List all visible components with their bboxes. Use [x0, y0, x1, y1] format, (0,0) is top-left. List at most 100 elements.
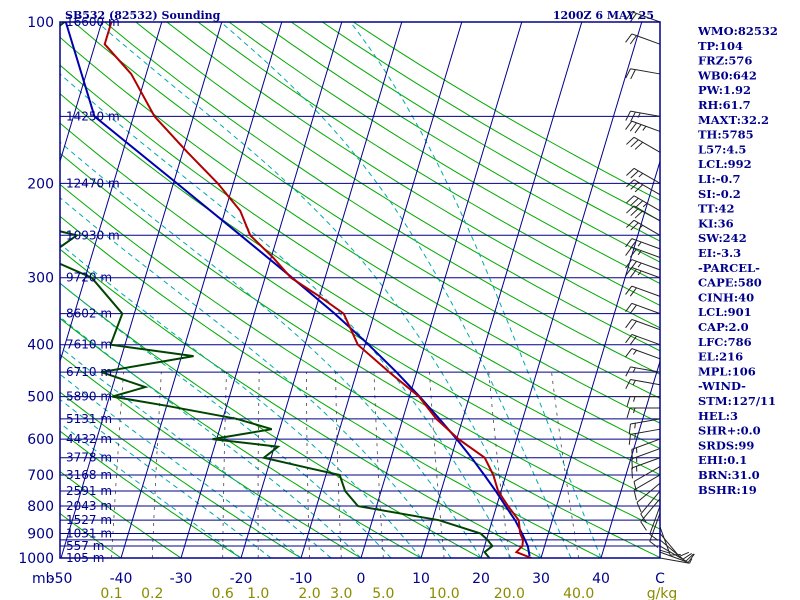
wind-barb — [636, 482, 661, 513]
wind-barb — [626, 167, 661, 184]
isotherm — [360, 22, 523, 558]
mixing-ratio-line — [551, 372, 580, 558]
sounding-time: 1200Z 6 MAY 25 — [553, 9, 654, 22]
wind-barb — [625, 285, 661, 297]
wind-barb — [659, 539, 692, 560]
temperature-tick-label: 0 — [357, 571, 366, 587]
pressure-tick-label: 600 — [27, 432, 54, 448]
index-item: SRDS:99 — [698, 438, 754, 452]
pressure-tick-label: 500 — [27, 390, 54, 406]
pressure-tick-label: 100 — [27, 15, 54, 31]
height-label: 3778 m — [66, 451, 112, 465]
isotherm — [540, 159, 660, 558]
mixing-ratio-tick-label: 0.2 — [141, 586, 163, 600]
height-label: 16600 m — [66, 15, 120, 29]
mixing-ratio-line — [222, 372, 227, 558]
index-item: HEL:3 — [698, 409, 738, 423]
index-item: EL:216 — [698, 350, 743, 364]
height-label: 12470 m — [66, 176, 120, 190]
index-item: CINH:40 — [698, 290, 754, 304]
height-label: 9720 m — [66, 271, 112, 285]
wind-barb — [625, 318, 661, 331]
isotherm-lines — [60, 22, 660, 558]
wind-barb — [625, 379, 661, 390]
temperature-line — [103, 22, 532, 558]
mixing-ratio-tick-label: 40.0 — [563, 586, 594, 600]
temperature-tick-label: -40 — [110, 571, 133, 587]
pressure-tick-label: 1000 — [18, 551, 54, 567]
wind-barb — [626, 205, 661, 222]
plot-frame — [59, 21, 661, 559]
temperature-tick-label: 20 — [472, 571, 490, 587]
wind-barb — [659, 545, 694, 562]
pressure-tick-label: 900 — [27, 526, 54, 542]
height-label: 14250 m — [66, 109, 120, 123]
index-item: L57:4.5 — [698, 142, 746, 156]
height-label: 105 m — [66, 551, 104, 565]
mixing-ratio-tick-label: 10.0 — [429, 586, 460, 600]
mixing-ratio-line — [335, 372, 342, 558]
height-label: 3168 m — [66, 468, 112, 482]
mixing-ratio-tick-label: 2.0 — [298, 586, 320, 600]
index-item: RH:61.7 — [698, 98, 751, 112]
wind-barb — [625, 238, 661, 250]
index-item: STM:127/11 — [698, 394, 776, 408]
height-label: 7610 m — [66, 338, 112, 352]
index-item: BSHR:19 — [698, 483, 757, 497]
wind-barb — [626, 407, 660, 419]
temperature-tick-label: C — [655, 571, 665, 587]
mixing-ratio-lines — [111, 372, 580, 558]
wind-barb — [625, 11, 661, 23]
wind-barb — [659, 557, 693, 564]
mixing-ratio-tick-label: 3.0 — [330, 586, 352, 600]
index-item: SI:-0.2 — [698, 187, 741, 201]
mixing-ratio-tick-label: 0.1 — [100, 586, 122, 600]
wind-barb — [625, 33, 661, 45]
wind-barb — [626, 179, 661, 196]
dewpoint-line — [60, 22, 494, 558]
temperature-tick-label: -10 — [290, 571, 313, 587]
wind-barb — [626, 396, 660, 407]
temperature-tick-label: -30 — [170, 571, 193, 587]
isotherm — [60, 22, 163, 364]
wind-barb — [649, 513, 661, 549]
height-label: 10930 m — [66, 228, 120, 242]
index-item: MAXT:32.2 — [698, 113, 769, 127]
wind-barb — [625, 348, 661, 360]
isotherm — [480, 22, 643, 558]
wind-barb — [640, 498, 661, 531]
pressure-axis-label: mb — [32, 571, 55, 587]
station-title: SB532 (82532) Sounding — [65, 9, 221, 22]
isotherm — [300, 22, 463, 558]
wind-barb — [628, 428, 661, 445]
wind-barb — [625, 366, 661, 377]
mixing-ratio-tick-label: g/kg — [647, 586, 678, 600]
mixing-ratio-tick-label: 0.6 — [212, 586, 234, 600]
index-item: LCL:901 — [698, 305, 752, 319]
wind-barb — [625, 246, 661, 258]
index-item: TP:104 — [698, 39, 743, 53]
index-item: CAP:2.0 — [698, 320, 749, 334]
wind-barb — [625, 68, 661, 80]
index-item: SHR+:0.0 — [698, 424, 761, 438]
wind-barb — [659, 551, 695, 563]
index-item: LI:-0.7 — [698, 172, 741, 186]
height-label: 5890 m — [66, 390, 112, 404]
temperature-tick-label: -20 — [230, 571, 253, 587]
mixing-ratio-line — [306, 372, 310, 558]
index-item: BRN:31.0 — [698, 468, 760, 482]
index-item: LCL:992 — [698, 157, 752, 171]
wind-barb — [626, 219, 661, 236]
height-label: 4432 m — [66, 432, 112, 446]
index-item: -WIND- — [698, 379, 746, 393]
pressure-tick-label: 200 — [27, 176, 54, 192]
index-item: CAPE:580 — [698, 276, 762, 290]
wind-barb — [649, 505, 661, 541]
isotherm — [600, 359, 660, 558]
index-item: SW:242 — [698, 231, 747, 245]
temperature-tick-label: 30 — [532, 571, 550, 587]
height-label: 5131 m — [66, 412, 112, 426]
wind-barb — [625, 120, 661, 134]
